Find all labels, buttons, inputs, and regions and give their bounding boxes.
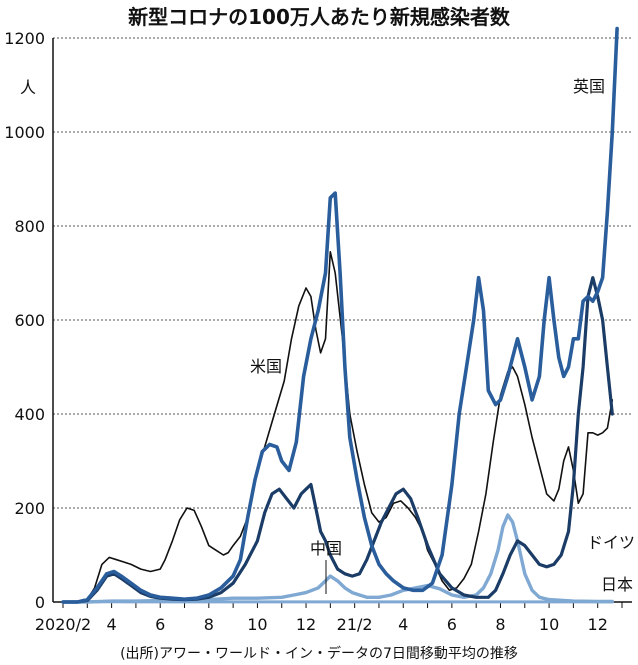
axes: 0 200 400 600 800 1000 1200 2020/2 4 6 8 10 12 21/2 4 6… bbox=[4, 29, 632, 634]
grid-lines bbox=[53, 37, 632, 509]
series-line-日本 bbox=[61, 513, 614, 604]
x-tick-label: 2020/2 bbox=[35, 615, 91, 634]
y-unit-label: 人 bbox=[20, 78, 36, 97]
x-tick-label: 10 bbox=[539, 615, 559, 634]
x-tick-label: 8 bbox=[204, 615, 214, 634]
y-tick-label: 0 bbox=[35, 593, 45, 612]
chart-text: 新型コロナの100万人あたり新規感染者数 人 (出所)アワー・ワールド・イン・デ… bbox=[20, 5, 518, 662]
y-tick-label: 1200 bbox=[4, 29, 45, 48]
x-tick-label: 6 bbox=[155, 615, 165, 634]
y-tick-label: 1000 bbox=[4, 123, 45, 142]
chart-title: 新型コロナの100万人あたり新規感染者数 bbox=[128, 5, 511, 29]
x-tick-label: 8 bbox=[495, 615, 505, 634]
x-tick-label: 10 bbox=[247, 615, 267, 634]
series-label: 英国 bbox=[573, 77, 605, 96]
x-tick-label: 4 bbox=[398, 615, 408, 634]
series-line-米国 bbox=[62, 251, 614, 603]
series-label: 中国 bbox=[310, 539, 342, 558]
y-tick-label: 800 bbox=[14, 217, 45, 236]
y-tick-label: 600 bbox=[14, 311, 45, 330]
series-label: ドイツ bbox=[587, 533, 635, 552]
x-tick-label: 12 bbox=[588, 615, 608, 634]
series-lines bbox=[61, 26, 619, 604]
series-label: 米国 bbox=[250, 357, 282, 376]
source-note: (出所)アワー・ワールド・イン・データの7日間移動平均の推移 bbox=[120, 645, 518, 662]
x-tick-label: 21/2 bbox=[337, 615, 373, 634]
x-tick-label: 4 bbox=[107, 615, 117, 634]
x-tick-label: 12 bbox=[296, 615, 316, 634]
y-tick-label: 200 bbox=[14, 499, 45, 518]
series-label: 日本 bbox=[601, 575, 633, 594]
series-line-英国 bbox=[61, 26, 619, 604]
y-tick-label: 400 bbox=[14, 405, 45, 424]
x-tick-label: 6 bbox=[447, 615, 457, 634]
